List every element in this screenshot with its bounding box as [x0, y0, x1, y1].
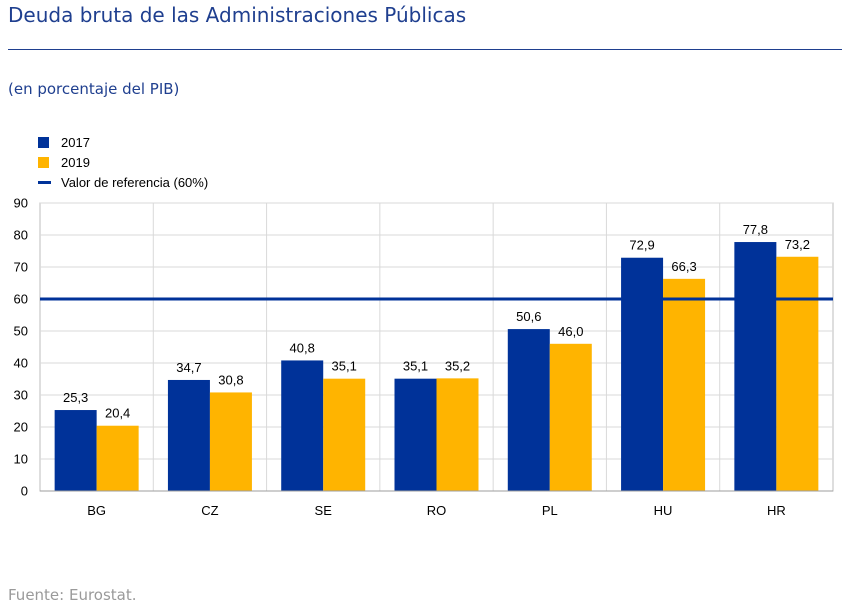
- y-tick-label: 90: [14, 196, 28, 211]
- bar-2017-se: [281, 360, 324, 491]
- legend-swatch-reference: [38, 180, 51, 184]
- data-label-2019-hu: 66,3: [671, 259, 696, 274]
- data-label-2017-hu: 72,9: [629, 238, 654, 253]
- y-tick-label: 30: [14, 388, 28, 403]
- y-tick-label: 20: [14, 420, 28, 435]
- data-label-2019-pl: 46,0: [558, 324, 583, 339]
- chart-title: Deuda bruta de las Administraciones Públ…: [8, 3, 467, 27]
- bar-2019-pl: [549, 343, 592, 491]
- x-tick-label-ro: RO: [427, 503, 447, 518]
- y-tick-label: 50: [14, 324, 28, 339]
- legend-item-2019: 2019: [38, 152, 208, 172]
- bar-2017-hu: [621, 257, 664, 491]
- bar-2017-pl: [507, 329, 550, 491]
- bar-2019-se: [323, 378, 366, 491]
- x-tick-label-se: SE: [315, 503, 333, 518]
- legend-item-2017: 2017: [38, 132, 208, 152]
- x-tick-label-hu: HU: [654, 503, 673, 518]
- data-label-2019-cz: 30,8: [218, 372, 243, 387]
- bar-2019-hr: [776, 256, 819, 491]
- data-label-2019-hr: 73,2: [785, 237, 810, 252]
- y-tick-label: 10: [14, 452, 28, 467]
- legend-label-2017: 2017: [61, 134, 90, 150]
- data-label-2017-pl: 50,6: [516, 309, 541, 324]
- legend-swatch-2017: [38, 136, 49, 148]
- legend-swatch-2019: [38, 156, 49, 168]
- data-label-2017-bg: 25,3: [63, 390, 88, 405]
- y-tick-label: 80: [14, 228, 28, 243]
- x-tick-label-hr: HR: [767, 503, 786, 518]
- y-tick-label: 60: [14, 292, 28, 307]
- y-tick-label: 40: [14, 356, 28, 371]
- legend-label-2019: 2019: [61, 154, 90, 170]
- x-tick-label-cz: CZ: [201, 503, 218, 518]
- x-tick-label-bg: BG: [87, 503, 106, 518]
- bar-2019-ro: [436, 378, 479, 491]
- legend-item-reference: Valor de referencia (60%): [38, 172, 208, 192]
- bar-2019-cz: [209, 392, 252, 491]
- x-tick-label-pl: PL: [542, 503, 558, 518]
- data-label-2017-ro: 35,1: [403, 359, 428, 374]
- data-label-2017-se: 40,8: [290, 340, 315, 355]
- chart-subtitle: (en porcentaje del PIB): [8, 80, 180, 98]
- data-label-2019-se: 35,1: [332, 359, 357, 374]
- data-label-2019-ro: 35,2: [445, 358, 470, 373]
- bar-2017-hr: [734, 242, 777, 491]
- source-note: Fuente: Eurostat.: [8, 586, 137, 604]
- bar-2017-bg: [54, 410, 97, 491]
- bar-2019-bg: [96, 425, 139, 491]
- y-tick-label: 70: [14, 260, 28, 275]
- bar-2017-ro: [394, 378, 437, 491]
- legend-label-reference: Valor de referencia (60%): [61, 174, 209, 190]
- legend: 2017 2019 Valor de referencia (60%): [38, 132, 208, 192]
- data-label-2019-bg: 20,4: [105, 406, 130, 421]
- bar-2017-cz: [167, 379, 210, 491]
- data-label-2017-hr: 77,8: [743, 222, 768, 237]
- y-tick-label: 0: [21, 484, 28, 499]
- bar-2019-hu: [663, 278, 706, 491]
- data-label-2017-cz: 34,7: [176, 360, 201, 375]
- title-divider: [8, 49, 842, 50]
